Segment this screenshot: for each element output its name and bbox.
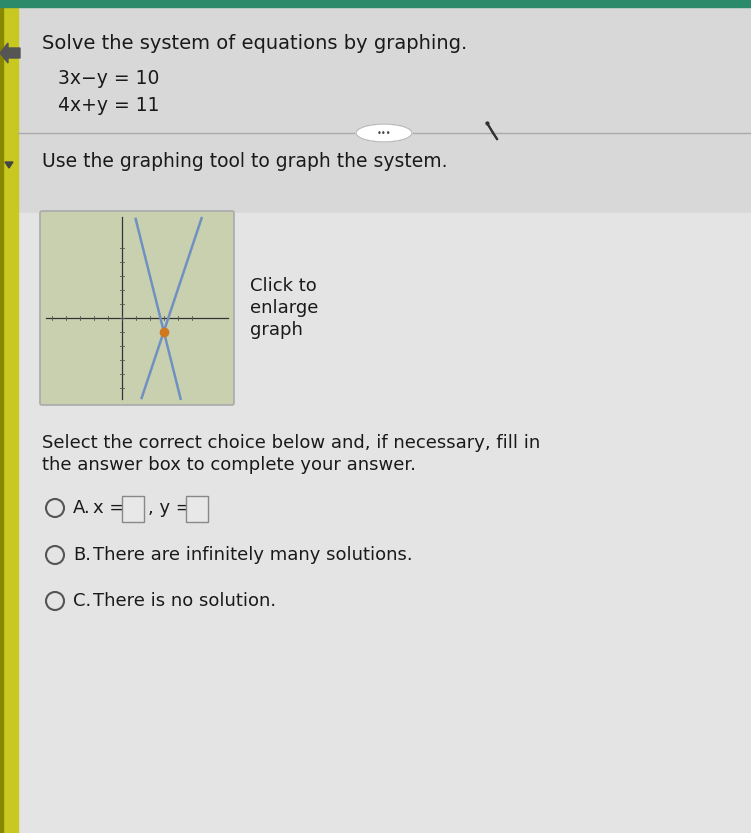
Text: , y =: , y = bbox=[148, 499, 191, 517]
Text: 3x−y = 10: 3x−y = 10 bbox=[58, 68, 159, 87]
Text: graph: graph bbox=[250, 321, 303, 339]
Text: There are infinitely many solutions.: There are infinitely many solutions. bbox=[93, 546, 412, 564]
Polygon shape bbox=[5, 162, 13, 168]
Bar bbox=[0, 7, 18, 833]
Text: •••: ••• bbox=[377, 128, 391, 137]
FancyBboxPatch shape bbox=[40, 211, 234, 405]
Text: Select the correct choice below and, if necessary, fill in: Select the correct choice below and, if … bbox=[42, 434, 540, 452]
Bar bbox=[18, 213, 751, 833]
Bar bbox=[122, 496, 144, 522]
Bar bbox=[18, 6, 751, 213]
Polygon shape bbox=[0, 43, 20, 63]
Text: There is no solution.: There is no solution. bbox=[93, 592, 276, 610]
Text: enlarge: enlarge bbox=[250, 299, 318, 317]
Text: A.: A. bbox=[73, 499, 91, 517]
Text: the answer box to complete your answer.: the answer box to complete your answer. bbox=[42, 456, 416, 474]
Bar bbox=[0, 0, 751, 7]
Text: Use the graphing tool to graph the system.: Use the graphing tool to graph the syste… bbox=[42, 152, 448, 171]
Bar bbox=[186, 496, 208, 522]
Text: Click to: Click to bbox=[250, 277, 317, 295]
Bar bbox=[0, 7, 3, 833]
Text: Solve the system of equations by graphing.: Solve the system of equations by graphin… bbox=[42, 33, 467, 52]
Text: 4x+y = 11: 4x+y = 11 bbox=[58, 96, 159, 114]
Ellipse shape bbox=[356, 124, 412, 142]
Text: C.: C. bbox=[73, 592, 92, 610]
Text: B.: B. bbox=[73, 546, 91, 564]
Text: x =: x = bbox=[93, 499, 125, 517]
